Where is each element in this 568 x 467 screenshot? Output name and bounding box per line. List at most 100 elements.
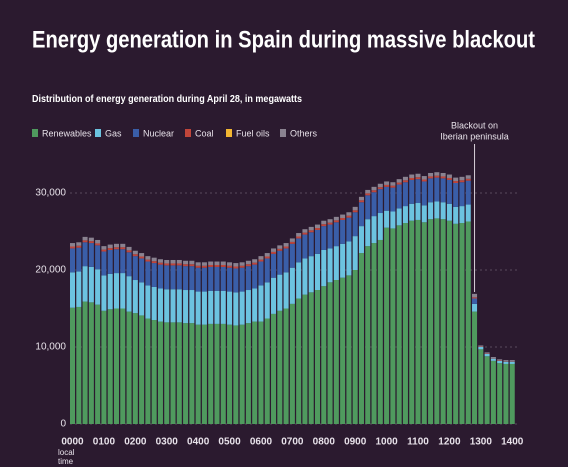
bar-segment (271, 253, 277, 278)
bar-segment (245, 264, 251, 267)
bar-segment (346, 212, 352, 216)
x-tick-label: 0200 (124, 437, 147, 448)
bar-segment (76, 247, 82, 272)
bar-segment (352, 212, 358, 237)
bar-segment (220, 264, 226, 267)
bar-segment (358, 226, 364, 254)
bar-segment (352, 210, 358, 213)
bar-segment (252, 288, 258, 322)
bar-segment (314, 290, 321, 424)
bar-segment (120, 249, 126, 274)
bar-segment (277, 250, 283, 275)
bar-segment (308, 256, 314, 293)
bar-segment (145, 285, 151, 319)
bar-segment (365, 193, 371, 196)
bar-segment (277, 274, 283, 311)
bar-segment (409, 179, 415, 204)
bar-segment (409, 174, 415, 178)
bar-segment (402, 180, 408, 183)
bar-segment (472, 293, 478, 298)
bar-segment (107, 273, 113, 310)
bar-segment (308, 226, 314, 231)
bar-segment (70, 243, 76, 247)
y-tick-label: 10,000 (35, 342, 66, 353)
bar-segment (327, 222, 333, 225)
bar-segment (95, 245, 101, 270)
bar-segment (107, 309, 113, 424)
bar-segment (503, 360, 509, 362)
bar-segment (88, 241, 94, 244)
bar-segment (132, 280, 138, 314)
bar-segment (195, 291, 201, 325)
bar-segment (384, 186, 390, 211)
bar-segment (151, 261, 157, 264)
bar-segment (421, 181, 427, 206)
bar-segment (484, 353, 490, 357)
bar-segment (189, 260, 195, 265)
legend-swatch (226, 129, 232, 137)
bar-segment (371, 216, 377, 244)
bar-segment (434, 172, 440, 176)
legend-swatch (32, 129, 38, 137)
bar-segment (70, 272, 76, 308)
bar-segment (233, 266, 239, 269)
bar-segment (258, 321, 264, 424)
bar-segment (189, 264, 195, 267)
bar-segment (377, 239, 383, 424)
bar-segment (402, 182, 408, 207)
bar-segment (120, 243, 126, 248)
legend-label: Fuel oils (236, 128, 270, 138)
bar-segment (283, 246, 289, 249)
bar-segment (233, 263, 239, 267)
bar-segment (101, 310, 107, 424)
bar-segment (208, 290, 214, 324)
bar-segment (465, 221, 471, 424)
bar-segment (327, 248, 333, 283)
bar-segment (164, 322, 170, 424)
bar-segment (101, 275, 107, 311)
bar-segment (252, 262, 258, 265)
bar-segment (302, 258, 308, 295)
bar-segment (371, 190, 377, 193)
bar-segment (132, 256, 138, 281)
bar-segment (440, 176, 446, 179)
bar-segment (183, 266, 189, 291)
bar-segment (258, 261, 264, 286)
bar-segment (446, 203, 452, 221)
x-tick-label: 0300 (156, 437, 179, 448)
bar-segment (365, 195, 371, 220)
bar-segment (340, 219, 346, 244)
bar-segment (214, 323, 220, 424)
bar-segment (70, 248, 76, 273)
bar-segment (321, 224, 327, 227)
bar-segment (428, 176, 434, 179)
bar-segment (503, 363, 509, 424)
bar-segment (76, 242, 82, 246)
x-tick-label: 0400 (187, 437, 210, 448)
bar-segment (415, 173, 421, 178)
chart-subtitle: Distribution of energy generation during… (32, 93, 302, 105)
x-tick-label: 0900 (344, 437, 367, 448)
bar-segment (333, 246, 339, 281)
bar-segment (409, 177, 415, 180)
bar-segment (76, 271, 82, 307)
bar-segment (214, 264, 220, 267)
x-tick-label: 0700 (281, 437, 304, 448)
bar-segment (321, 226, 327, 250)
bar-segment (490, 358, 496, 361)
bar-segment (308, 232, 314, 257)
bar-segment (101, 246, 107, 250)
bar-segment (434, 218, 440, 424)
bar-segment (208, 264, 214, 267)
bar-segment (82, 301, 88, 424)
bar-segment (157, 259, 163, 263)
bar-segment (440, 178, 446, 203)
x-tick-label: 0100 (93, 437, 116, 448)
bar-segment (365, 246, 371, 424)
bar-segment (239, 267, 245, 292)
bar-segment (277, 245, 283, 249)
bar-segment (126, 250, 132, 253)
bar-segment (88, 266, 94, 303)
bar-segment (446, 174, 452, 178)
bar-segment (139, 282, 145, 316)
